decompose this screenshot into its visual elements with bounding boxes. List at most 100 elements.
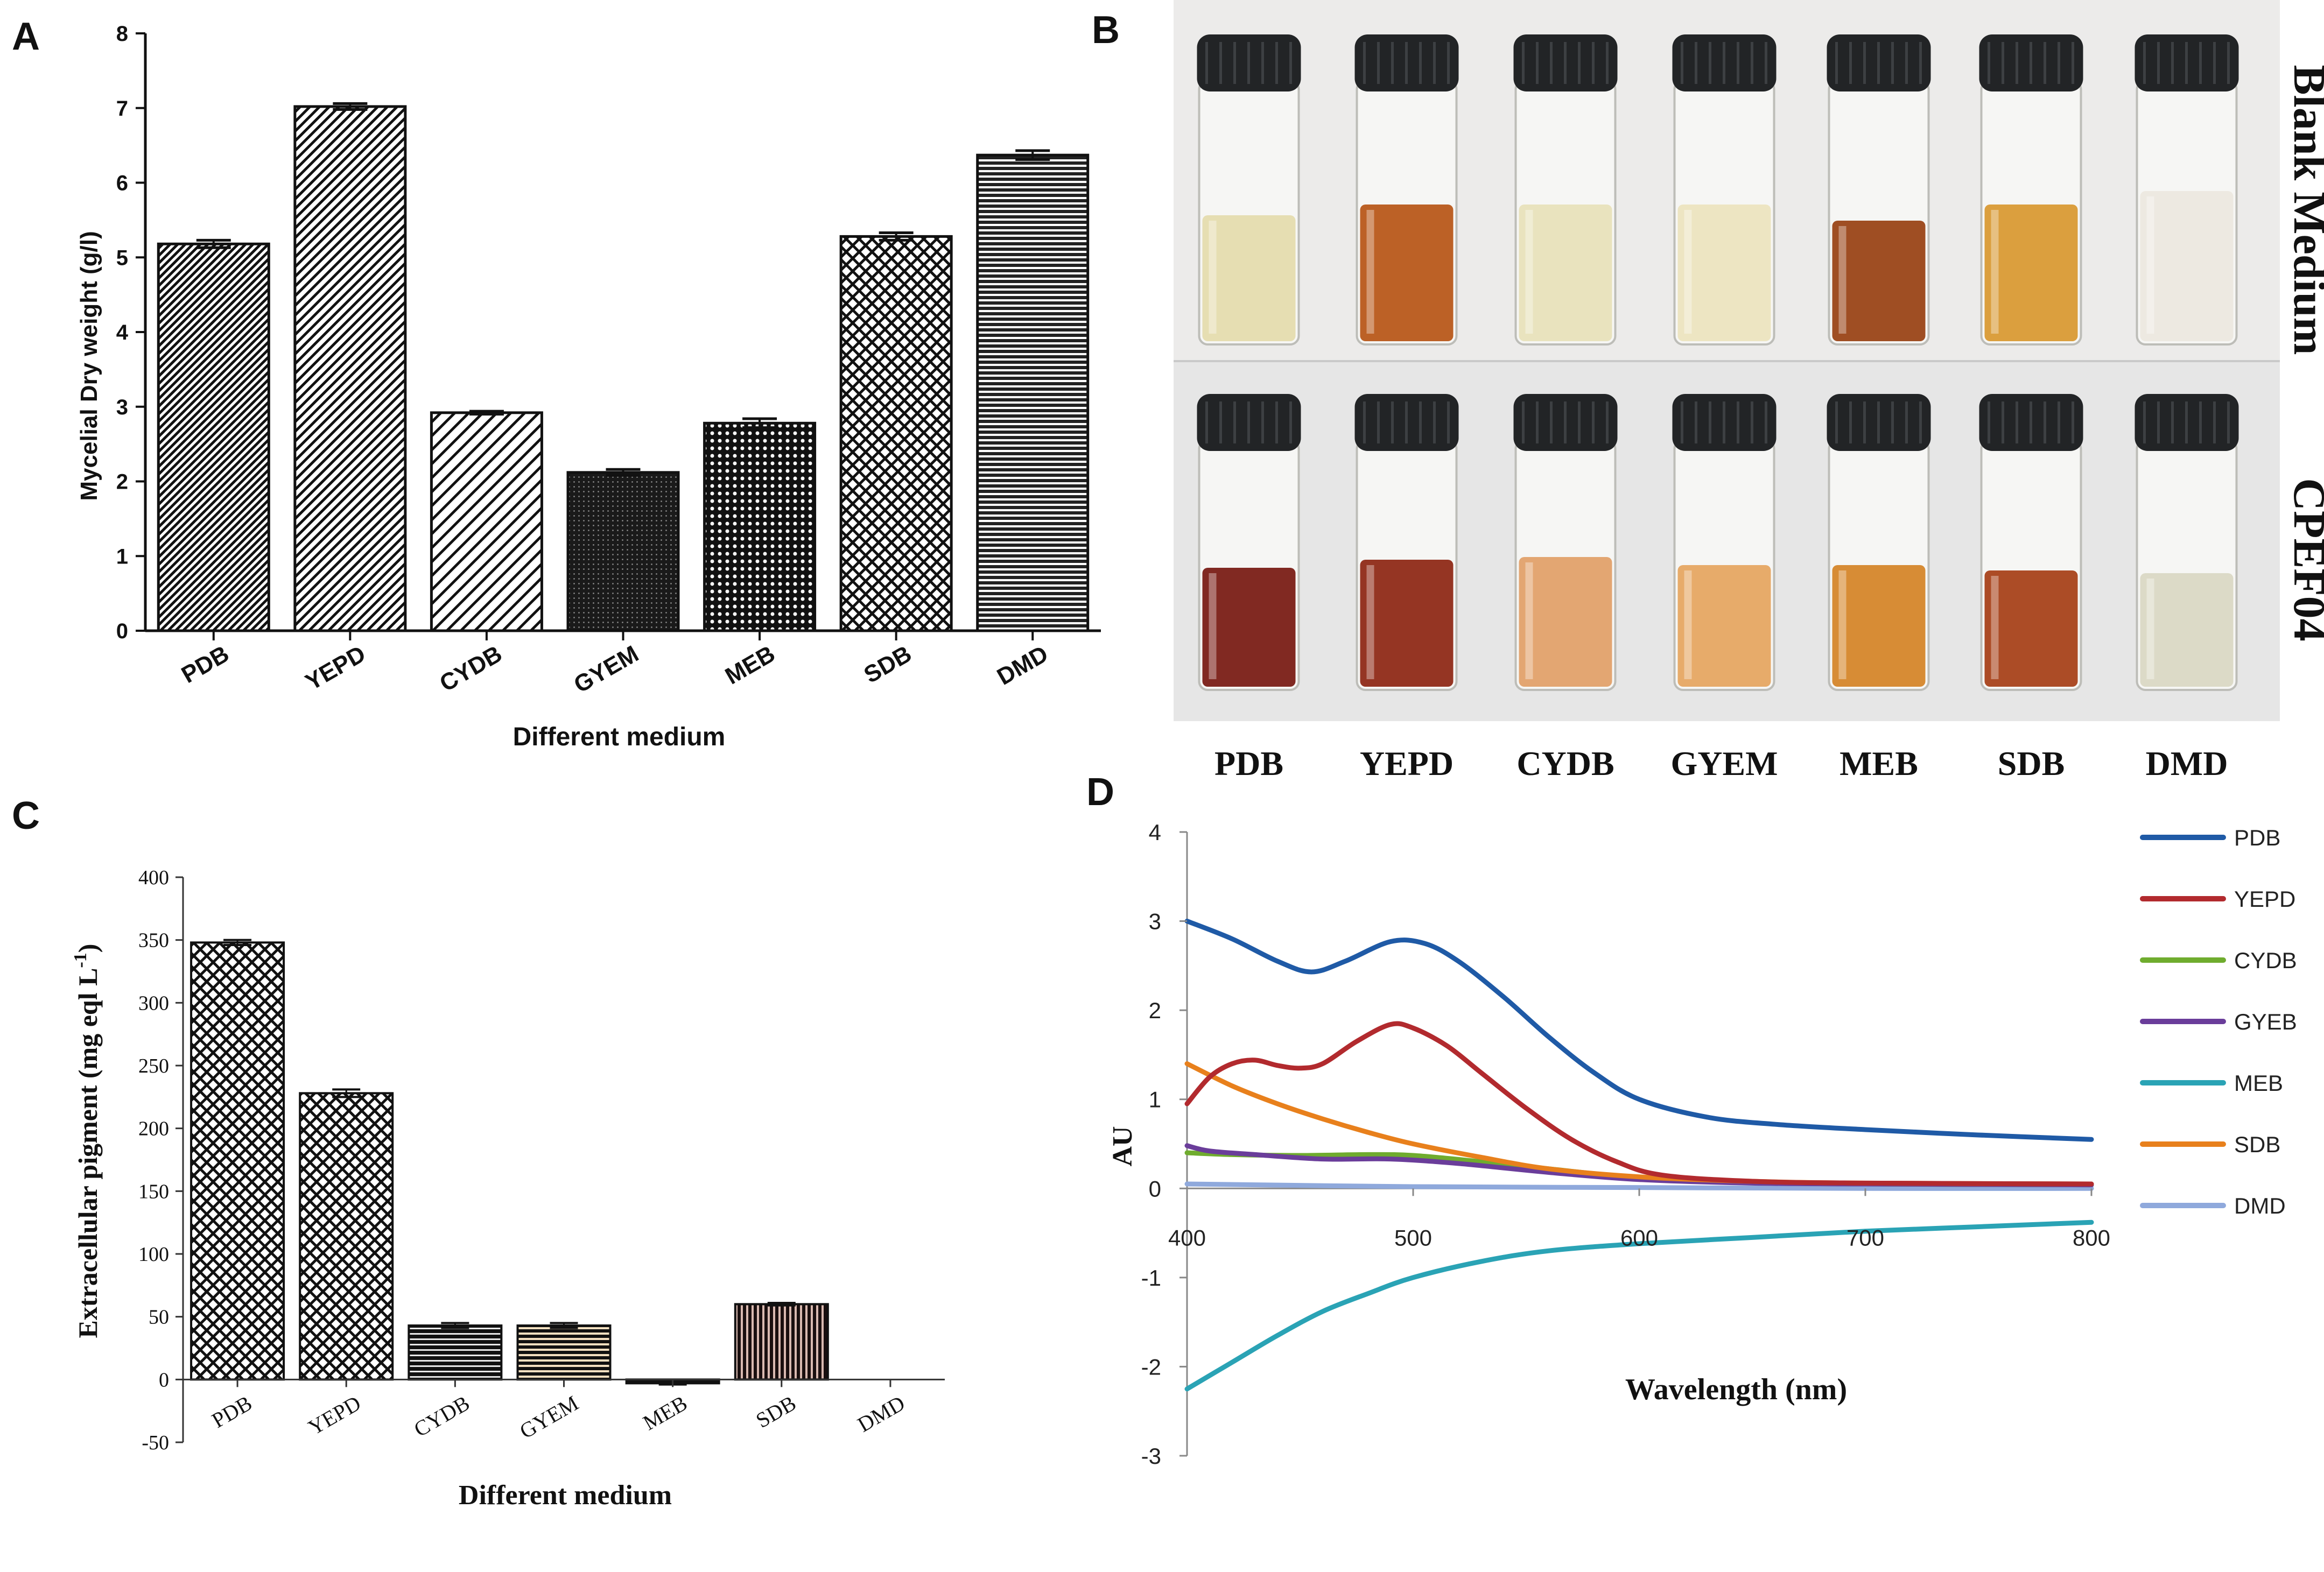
vial-liquid bbox=[1519, 557, 1612, 687]
chart-d: -3 -2 -1 0 1 2 3 4 400 500 600 700 800 PDB YEPD CYDB G… bbox=[1107, 820, 2297, 1469]
chart-c-ytick-label: 350 bbox=[138, 929, 169, 952]
chart-a-ytick-label: 0 bbox=[116, 619, 128, 643]
chart-c-ytick-label: 300 bbox=[138, 992, 169, 1014]
vial-label-meb: MEB bbox=[1839, 744, 1918, 783]
legend-label-dmd: DMD bbox=[2234, 1193, 2286, 1218]
chart-d-line-dmd bbox=[1184, 1181, 2094, 1191]
chart-c-ytick-label: 50 bbox=[149, 1306, 169, 1329]
chart-d-xtick-label: 700 bbox=[1846, 1225, 1884, 1250]
vial-highlight bbox=[2146, 196, 2154, 334]
chart-a-bar-meb bbox=[703, 421, 817, 632]
chart-c-ytick-label: 150 bbox=[138, 1180, 169, 1203]
vial-highlight bbox=[2146, 579, 2154, 679]
chart-c-xtick-label: MEB bbox=[639, 1391, 692, 1435]
vial-highlight bbox=[1209, 221, 1217, 334]
vial-highlight bbox=[1525, 210, 1533, 334]
chart-a-ytick-label: 4 bbox=[116, 321, 129, 344]
vial-liquid bbox=[1677, 565, 1771, 687]
vial-liquid bbox=[2140, 191, 2234, 341]
chart-c-ytick-label: 100 bbox=[138, 1243, 169, 1266]
chart-c-ytick-label: 0 bbox=[159, 1369, 169, 1391]
vial-cpef04-yepd bbox=[1354, 394, 1459, 691]
vial-liquid bbox=[2140, 573, 2234, 687]
vial-liquid bbox=[1677, 205, 1771, 341]
chart-a-xtick-label: MEB bbox=[721, 640, 780, 689]
chart-d-ytick-label: 2 bbox=[1149, 998, 1161, 1023]
chart-c-xtick-label: PDB bbox=[208, 1391, 256, 1433]
chart-a: 0 1 2 3 4 5 6 7 8 PDB YEPD CYDB GYEM MEB SDB DMD Mycel… bbox=[76, 22, 1101, 751]
chart-a-xtick-label: PDB bbox=[177, 640, 234, 688]
chart-c-xlabel: Different medium bbox=[459, 1480, 672, 1511]
vial-label-pdb: PDB bbox=[1214, 744, 1283, 783]
chart-a-ytick-label: 2 bbox=[116, 470, 128, 494]
vial-label-sdb: SDB bbox=[1998, 744, 2065, 783]
vial-cpef04-gyem bbox=[1672, 394, 1777, 691]
chart-a-xtick-label: YEPD bbox=[301, 640, 370, 695]
chart-a-bar-cydb bbox=[430, 411, 543, 632]
chart-d-xtick-label: 600 bbox=[1620, 1225, 1658, 1250]
panel-label-c: C bbox=[12, 794, 40, 837]
vial-highlight bbox=[1991, 576, 1999, 679]
chart-a-xtick-label: GYEM bbox=[570, 640, 643, 698]
vial-cpef04-sdb bbox=[1979, 394, 2083, 691]
chart-a-bar-pdb bbox=[157, 242, 270, 632]
vial-liquid bbox=[1202, 215, 1296, 341]
legend-label-pdb: PDB bbox=[2234, 825, 2280, 850]
chart-c-bar-pdb bbox=[190, 941, 285, 1381]
chart-a-xlabel: Different medium bbox=[513, 723, 726, 751]
chart-d-xtick-label: 500 bbox=[1394, 1225, 1432, 1250]
chart-c-bar-sdb bbox=[734, 1303, 829, 1381]
vial-highlight bbox=[1525, 562, 1533, 679]
chart-c-xtick-label: CYDB bbox=[410, 1391, 474, 1442]
chart-d-line-pdb bbox=[1184, 919, 2094, 1142]
chart-d-xtick-label: 800 bbox=[2073, 1225, 2110, 1250]
vial-cpef04-meb bbox=[1827, 394, 1931, 691]
chart-a-ytick-label: 3 bbox=[116, 396, 128, 419]
chart-a-xtick-label: DMD bbox=[993, 640, 1052, 690]
vial-blank-dmd bbox=[2135, 34, 2239, 346]
vial-liquid bbox=[1984, 570, 2078, 687]
chart-c-ylabel-sup: -1 bbox=[71, 953, 90, 968]
vial-highlight bbox=[1838, 570, 1846, 679]
vial-cpef04-cydb bbox=[1513, 394, 1618, 691]
chart-d-ytick-label: 0 bbox=[1149, 1176, 1161, 1201]
vial-liquid bbox=[1832, 221, 1926, 341]
chart-d-ytick-label: -2 bbox=[1141, 1354, 1161, 1379]
chart-c-bar-yepd bbox=[299, 1092, 394, 1381]
chart-c-ytick-label: -50 bbox=[142, 1432, 169, 1454]
vial-highlight bbox=[1991, 210, 1999, 334]
chart-d-line-meb bbox=[1184, 1219, 2094, 1392]
vial-cpef04-dmd bbox=[2135, 394, 2239, 691]
vial-blank-yepd bbox=[1354, 34, 1459, 346]
chart-c-xtick-label: DMD bbox=[853, 1391, 909, 1437]
vial-blank-gyem bbox=[1672, 34, 1777, 346]
vial-liquid bbox=[1832, 565, 1926, 687]
chart-a-ytick-label: 6 bbox=[116, 172, 128, 195]
chart-a-ylabel: Mycelial Dry weight (g/l) bbox=[76, 231, 102, 500]
vial-highlight bbox=[1366, 210, 1374, 334]
vial-liquid bbox=[1360, 205, 1454, 341]
panel-label-d: D bbox=[1086, 771, 1114, 814]
chart-d-ytick-label: -1 bbox=[1141, 1265, 1161, 1291]
panel-label-b: B bbox=[1092, 9, 1120, 52]
legend-label-cydb: CYDB bbox=[2234, 948, 2297, 973]
vial-liquid bbox=[1360, 560, 1454, 687]
vial-highlight bbox=[1684, 570, 1692, 679]
chart-c: -50 0 50 100 150 200 250 300 350 400 PDB YEPD CYDB G… bbox=[71, 866, 945, 1511]
vial-label-yepd: YEPD bbox=[1360, 744, 1454, 783]
chart-a-ytick-label: 1 bbox=[116, 545, 128, 568]
vial-liquid bbox=[1984, 205, 2078, 341]
vial-blank-meb bbox=[1827, 34, 1931, 346]
chart-d-xlabel: Wavelength (nm) bbox=[1625, 1373, 1847, 1406]
vial-cpef04-pdb bbox=[1197, 394, 1301, 691]
vial-blank-cydb bbox=[1513, 34, 1618, 346]
chart-d-ylabel: AU bbox=[1107, 1126, 1138, 1166]
chart-c-ylabel-close: ) bbox=[73, 944, 103, 953]
chart-c-xtick-label: SDB bbox=[752, 1391, 800, 1433]
vial-label-dmd: DMD bbox=[2146, 744, 2228, 783]
chart-c-ytick-label: 250 bbox=[138, 1055, 169, 1077]
chart-d-line-yepd bbox=[1184, 1021, 2094, 1187]
legend-label-gyeb: GYEB bbox=[2234, 1009, 2297, 1034]
chart-a-bar-sdb bbox=[839, 235, 953, 632]
